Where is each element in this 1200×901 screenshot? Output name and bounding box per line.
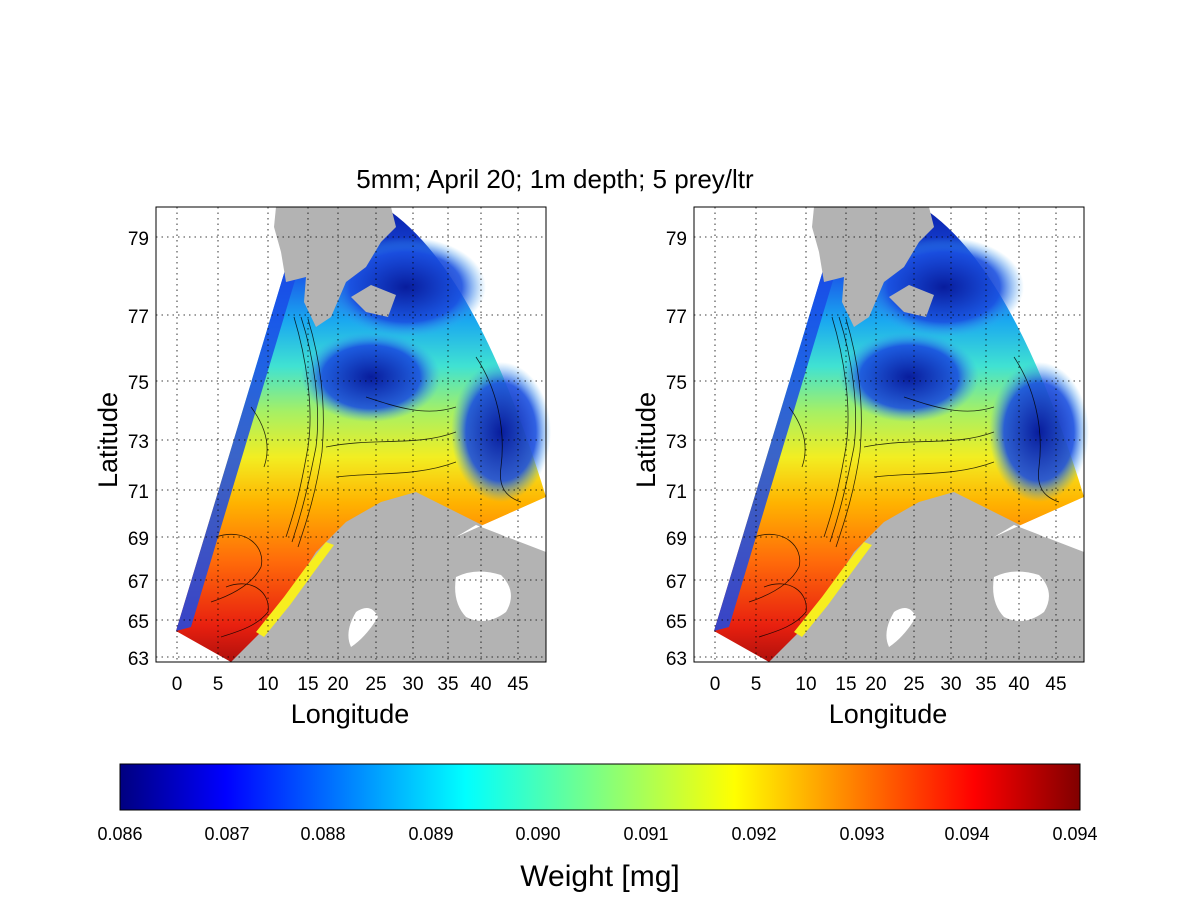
y-tick-label: 79 [128,229,149,250]
y-tick-label: 63 [666,649,687,670]
colorbar-tick-labels: 0.086 0.087 0.088 0.089 0.090 0.091 0.09… [97,824,1097,844]
y-tick-label: 77 [128,307,149,328]
colorbar-tick-label: 0.094 [1052,824,1097,844]
colorbar [119,763,1081,811]
x-tick-label: 40 [1008,674,1029,695]
colorbar-tick-label: 0.093 [839,824,884,844]
map-panel-left [155,206,552,663]
y-tick-label: 69 [666,529,687,550]
colorbar-tick-label: 0.089 [408,824,453,844]
colorbar-tick-label: 0.091 [623,824,668,844]
x-tick-label: 0 [172,674,183,695]
x-tick-label: 20 [327,674,348,695]
y-tick-label: 69 [128,529,149,550]
y-tick-label: 75 [666,373,687,394]
y-tick-label: 73 [666,432,687,453]
y-axis-label-right: Latitude [631,392,661,488]
x-tick-label: 25 [903,674,924,695]
colorbar-tick-label: 0.090 [515,824,560,844]
x-tick-label: 40 [470,674,491,695]
x-tick-label: 5 [213,674,224,695]
x-tick-label: 20 [865,674,886,695]
x-tick-label: 35 [975,674,996,695]
x-tick-label: 45 [507,674,528,695]
x-tick-label: 0 [710,674,721,695]
x-tick-label: 25 [365,674,386,695]
colorbar-tick-label: 0.088 [300,824,345,844]
y-tick-label: 71 [128,482,149,503]
x-tick-label: 5 [751,674,762,695]
x-tick-labels-left: 0 5 10 15 20 25 30 35 40 45 [172,674,529,695]
y-tick-label: 75 [128,373,149,394]
y-tick-label: 65 [666,612,687,633]
x-tick-label: 35 [437,674,458,695]
x-tick-label: 10 [795,674,816,695]
map-panel-right [693,206,1090,663]
y-tick-labels-left: 79 77 75 73 71 69 67 65 63 [128,229,149,670]
plot-title: 5mm; April 20; 1m depth; 5 prey/ltr [356,164,754,194]
y-tick-label: 65 [128,612,149,633]
x-tick-label: 30 [940,674,961,695]
colorbar-tick-label: 0.087 [204,824,249,844]
colorbar-tick-label: 0.086 [97,824,142,844]
x-tick-label: 10 [257,674,278,695]
x-tick-label: 15 [835,674,856,695]
y-tick-labels-right: 79 77 75 73 71 69 67 65 63 [666,229,687,670]
x-axis-label-left: Longitude [291,699,410,729]
x-tick-labels-right: 0 5 10 15 20 25 30 35 40 45 [710,674,1067,695]
x-tick-label: 45 [1045,674,1066,695]
y-tick-label: 63 [128,649,149,670]
x-tick-label: 30 [402,674,423,695]
colorbar-label: Weight [mg] [520,860,680,893]
y-tick-label: 79 [666,229,687,250]
colorbar-tick-label: 0.092 [731,824,776,844]
y-axis-label-left: Latitude [93,392,123,488]
y-tick-label: 77 [666,307,687,328]
y-tick-label: 67 [128,572,149,593]
x-axis-label-right: Longitude [829,699,948,729]
y-tick-label: 71 [666,482,687,503]
colorbar-tick-label: 0.094 [944,824,989,844]
x-tick-label: 15 [297,674,318,695]
y-tick-label: 67 [666,572,687,593]
y-tick-label: 73 [128,432,149,453]
